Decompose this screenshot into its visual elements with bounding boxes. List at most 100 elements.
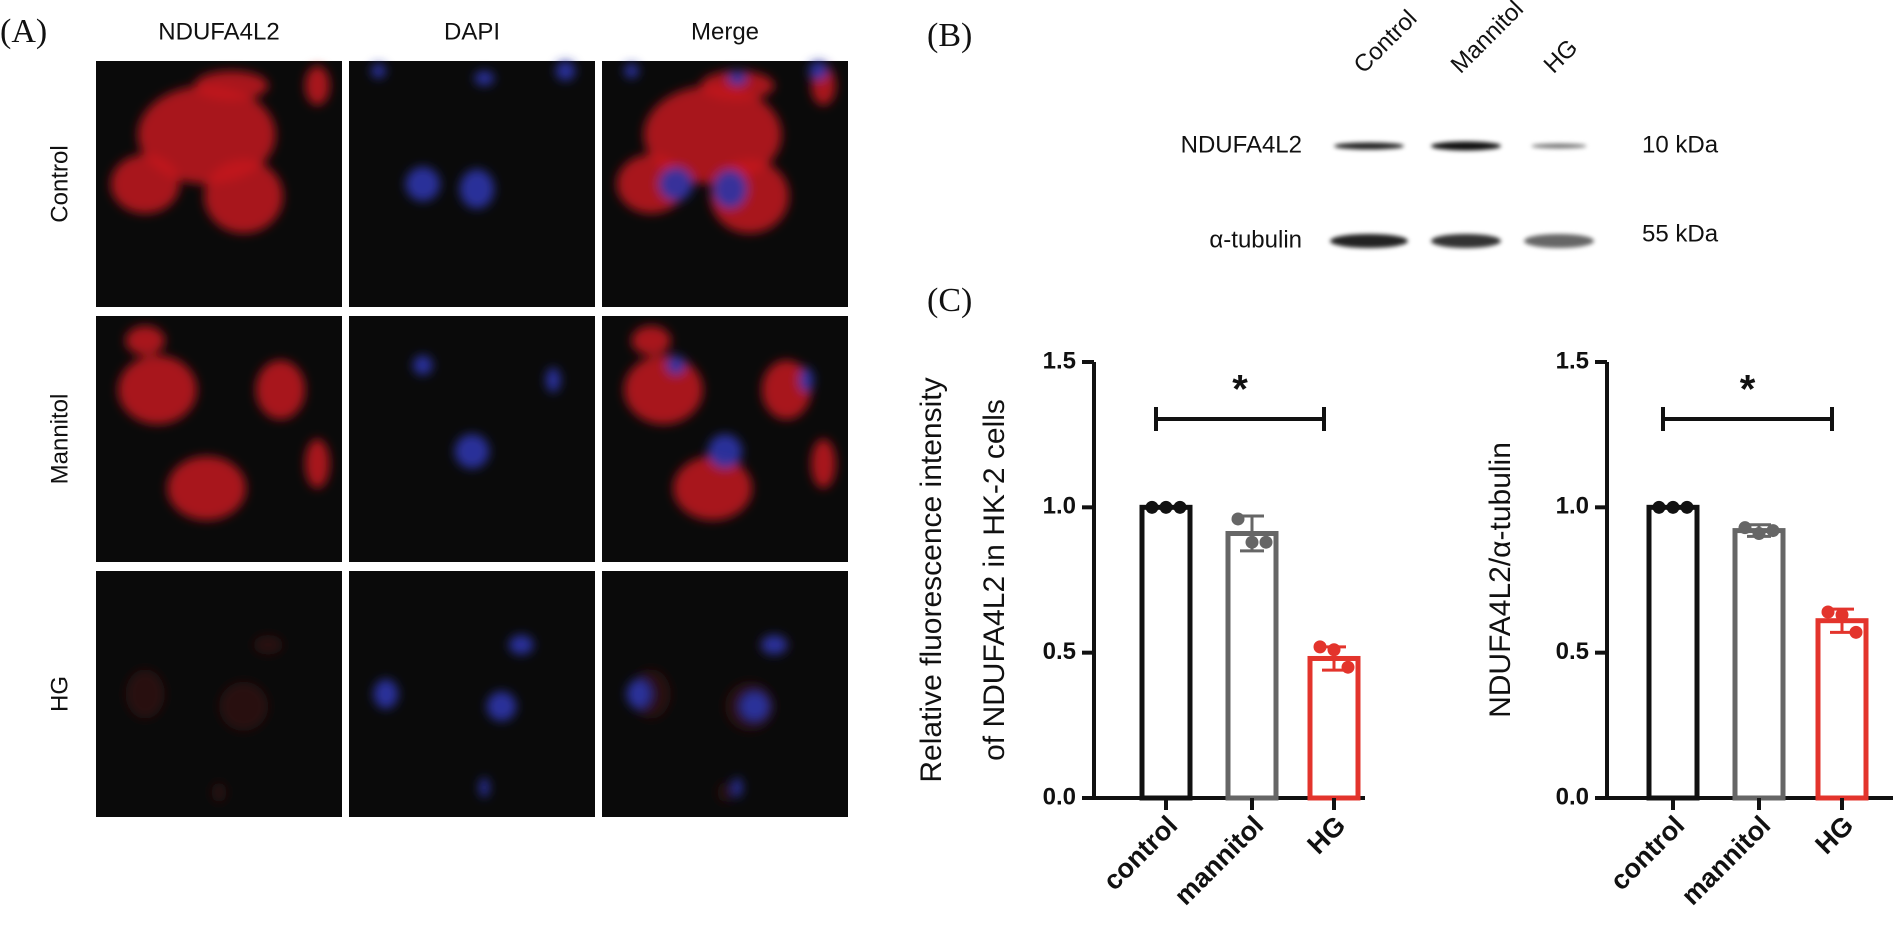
bar [1139,504,1193,801]
bar [1815,618,1869,801]
nucleus [371,63,386,79]
y-axis-label: NDUFA4L2/α-tubulin [1484,442,1517,718]
data-point [1159,500,1173,514]
band-size: 10 kDa [1642,131,1719,158]
band-label: NDUFA4L2 [1181,131,1302,158]
data-point [1313,640,1327,654]
lane-label: Mannitol [1446,0,1529,79]
panel-label: (C) [927,282,972,319]
column-label: NDUFA4L2 [158,18,279,45]
data-point [1145,500,1159,514]
nucleus [761,634,787,655]
nucleus [555,60,576,81]
data-point [1173,500,1187,514]
data-point [1752,526,1766,540]
nucleus [712,169,748,209]
nucleus [732,777,743,798]
significance-label: * [1232,368,1248,412]
cell-stain [626,634,789,803]
x-tick-label: HG [1301,810,1351,860]
cytoplasm [624,355,703,425]
row-label: Control [46,145,73,222]
nucleus [412,355,433,376]
cytoplasm [219,681,269,731]
cytoplasm [137,85,276,184]
cytoplasm [110,154,180,214]
nucleus [545,367,561,393]
y-tick-label: 0.0 [1043,783,1076,810]
cell-stain [371,60,576,209]
nucleus [486,691,517,722]
cytoplasm [700,70,775,101]
cytoplasm [125,325,165,356]
blot-band [1431,234,1501,248]
bar [1307,655,1361,801]
x-tick-label: mannitol [1676,810,1777,911]
nucleus [405,166,441,202]
y-axis-label: Relative fluorescence intensity [915,377,948,782]
column-label: DAPI [444,18,500,45]
cytoplasm [118,355,197,425]
y-tick-label: 0.0 [1556,783,1589,810]
x-tick-label: control [1604,810,1690,896]
data-point [1738,521,1752,535]
cell-stain [110,65,330,234]
blot-band [1524,234,1594,248]
cytoplasm [305,65,330,106]
data-point [1245,535,1259,549]
data-point [1341,660,1355,674]
data-point [1680,500,1694,514]
column-label: Merge [691,18,759,45]
data-point [1652,500,1666,514]
nucleus [459,169,495,209]
lane-label: Control [1349,5,1423,79]
cytoplasm [204,159,283,234]
data-point [1821,605,1835,619]
cytoplasm [643,85,782,184]
x-tick-label: mannitol [1169,810,1270,911]
y-tick-label: 0.5 [1043,638,1076,665]
cytoplasm [194,70,269,101]
y-tick-label: 1.5 [1556,347,1589,374]
y-tick-label: 1.5 [1043,347,1076,374]
cytoplasm [631,325,671,356]
x-tick-label: control [1097,810,1183,896]
bar [1225,530,1279,801]
data-point [1327,643,1341,657]
significance-bracket [1154,407,1326,431]
data-point [1835,608,1849,622]
nucleus [626,679,652,709]
row-label: Mannitol [46,394,73,485]
nucleus [727,70,748,86]
cytoplasm [811,439,836,489]
cytoplasm [253,634,283,655]
y-tick-label: 1.0 [1043,493,1076,520]
cytoplasm [211,782,227,803]
cell-stain [412,355,561,469]
significance-label: * [1740,368,1756,412]
cell-stain [125,634,283,803]
data-point [1231,512,1245,526]
band-label: α-tubulin [1209,226,1302,253]
nucleus [739,691,770,722]
cell-stain [616,60,836,234]
bar [1646,504,1700,801]
y-tick-label: 1.0 [1556,493,1589,520]
cell-stain [118,325,330,521]
panel-label: (B) [927,17,972,54]
nucleus [508,634,534,655]
cytoplasm [717,782,733,803]
nucleus [707,434,743,469]
cell-stain [624,325,836,521]
row-label: HG [46,676,73,712]
cytoplasm [761,360,812,420]
cytoplasm [305,439,330,489]
significance-bracket [1661,407,1834,431]
blot-band [1531,143,1587,149]
lane-label: HG [1539,34,1584,79]
blot-band [1330,234,1408,248]
data-point [1849,625,1863,639]
nucleus [624,63,639,79]
bar [1732,528,1786,801]
